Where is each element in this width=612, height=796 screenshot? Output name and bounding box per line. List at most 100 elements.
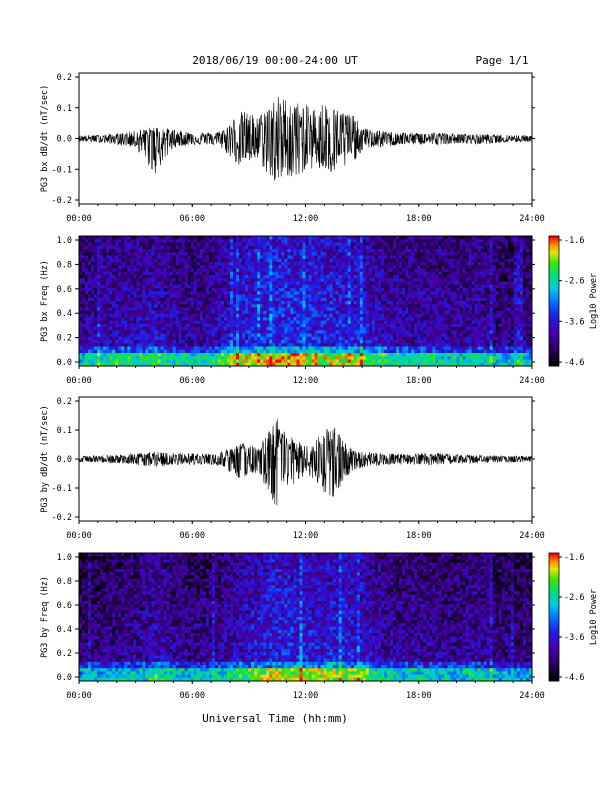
spectrogram-cell bbox=[360, 317, 363, 321]
spectrogram-cell bbox=[342, 278, 345, 282]
spectrogram-cell bbox=[251, 259, 254, 263]
spectrogram-cell bbox=[136, 314, 139, 318]
spectrogram-cell bbox=[290, 259, 293, 263]
spectrogram-cell bbox=[124, 340, 127, 344]
spectrogram-cell bbox=[103, 275, 106, 279]
spectrogram-cell bbox=[139, 337, 142, 341]
spectrogram-cell bbox=[130, 337, 133, 341]
spectrogram-cell bbox=[423, 350, 426, 354]
spectrogram-cell bbox=[269, 288, 272, 292]
spectrogram-cell bbox=[336, 321, 339, 325]
spectrogram-cell bbox=[302, 262, 305, 266]
spectrogram-cell bbox=[432, 288, 435, 292]
spectrogram-cell bbox=[450, 252, 453, 256]
spectrogram-cell bbox=[94, 304, 97, 308]
spectrogram-cell bbox=[429, 353, 432, 357]
spectrogram-cell bbox=[435, 337, 438, 341]
spectrogram-cell bbox=[396, 282, 399, 286]
spectrogram-cell bbox=[130, 278, 133, 282]
spectrogram-cell bbox=[306, 317, 309, 321]
spectrogram-cell bbox=[444, 321, 447, 325]
spectrogram-cell bbox=[242, 314, 245, 318]
spectrogram-cell bbox=[251, 343, 254, 347]
spectrogram-cell bbox=[426, 295, 429, 299]
spectrogram-cell bbox=[239, 236, 242, 240]
spectrogram-cell bbox=[230, 311, 233, 315]
spectrogram-cell bbox=[360, 311, 363, 315]
spectrogram-cell bbox=[399, 298, 402, 302]
spectrogram-cell bbox=[236, 298, 239, 302]
spectrogram-cell bbox=[438, 350, 441, 354]
spectrogram-cell bbox=[384, 337, 387, 341]
spectrogram-cell bbox=[423, 265, 426, 269]
spectrogram-cell bbox=[176, 350, 179, 354]
spectrogram-cell bbox=[197, 311, 200, 315]
spectrogram-cell bbox=[112, 308, 115, 312]
spectrogram-cell bbox=[215, 288, 218, 292]
spectrogram-cell bbox=[158, 282, 161, 286]
spectrogram-cell bbox=[233, 330, 236, 334]
spectrogram-cell bbox=[227, 246, 230, 250]
spectrogram-cell bbox=[375, 360, 378, 364]
spectrogram-cell bbox=[275, 311, 278, 315]
spectrogram-cell bbox=[266, 350, 269, 354]
spectrogram-cell bbox=[142, 272, 145, 276]
spectrogram-cell bbox=[173, 243, 176, 247]
spectrogram-cell bbox=[366, 236, 369, 240]
spectrogram-cell bbox=[170, 353, 173, 357]
spectrogram-cell bbox=[173, 347, 176, 351]
spectrogram-cell bbox=[321, 295, 324, 299]
spectrogram-cell bbox=[236, 278, 239, 282]
spectrogram-cell bbox=[290, 308, 293, 312]
spectrogram-cell bbox=[133, 291, 136, 295]
spectrogram-cell bbox=[414, 236, 417, 240]
spectrogram-cell bbox=[363, 314, 366, 318]
spectrogram-cell bbox=[245, 239, 248, 243]
spectrogram-cell bbox=[275, 327, 278, 331]
spectrogram-cell bbox=[336, 256, 339, 260]
spectrogram-cell bbox=[302, 243, 305, 247]
spectrogram-cell bbox=[88, 246, 91, 250]
spectrogram-cell bbox=[251, 308, 254, 312]
spectrogram-cell bbox=[420, 236, 423, 240]
spectrogram-cell bbox=[242, 360, 245, 364]
spectrogram-cell bbox=[330, 343, 333, 347]
spectrogram-cell bbox=[293, 308, 296, 312]
spectrogram-cell bbox=[405, 350, 408, 354]
spectrogram-cell bbox=[161, 291, 164, 295]
spectrogram-cell bbox=[161, 262, 164, 266]
spectrogram-cell bbox=[315, 353, 318, 357]
spectrogram-cell bbox=[97, 314, 100, 318]
spectrogram-cell bbox=[333, 275, 336, 279]
spectrogram-cell bbox=[393, 330, 396, 334]
spectrogram-cell bbox=[194, 295, 197, 299]
spectrogram-cell bbox=[399, 252, 402, 256]
spectrogram-cell bbox=[185, 239, 188, 243]
spectrogram-cell bbox=[115, 285, 118, 289]
spectrogram-cell bbox=[396, 308, 399, 312]
spectrogram-cell bbox=[372, 321, 375, 325]
spectrogram-cell bbox=[429, 301, 432, 305]
spectrogram-cell bbox=[429, 324, 432, 328]
spectrogram-cell bbox=[85, 236, 88, 240]
spectrogram-cell bbox=[209, 291, 212, 295]
spectrogram-cell bbox=[118, 337, 121, 341]
spectrogram-cell bbox=[272, 246, 275, 250]
spectrogram-cell bbox=[360, 249, 363, 253]
spectrogram-cell bbox=[209, 324, 212, 328]
spectrogram-cell bbox=[381, 356, 384, 360]
spectrogram-cell bbox=[148, 337, 151, 341]
spectrogram-cell bbox=[245, 343, 248, 347]
spectrogram-cell bbox=[130, 301, 133, 305]
spectrogram-cell bbox=[79, 259, 82, 263]
spectrogram-cell bbox=[194, 252, 197, 256]
spectrogram-cell bbox=[112, 324, 115, 328]
spectrogram-cell bbox=[197, 317, 200, 321]
spectrogram-cell bbox=[97, 324, 100, 328]
spectrogram-cell bbox=[435, 269, 438, 273]
spectrogram-cell bbox=[188, 275, 191, 279]
spectrogram-cell bbox=[405, 272, 408, 276]
spectrogram-cell bbox=[387, 262, 390, 266]
spectrogram-cell bbox=[148, 356, 151, 360]
spectrogram-cell bbox=[176, 301, 179, 305]
